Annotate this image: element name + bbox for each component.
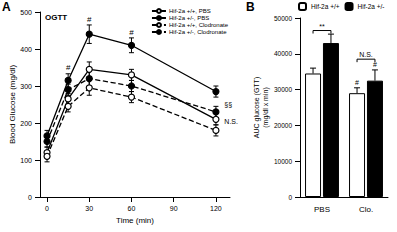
svg-text:0: 0 — [28, 194, 32, 201]
svg-text:90: 90 — [170, 205, 178, 212]
svg-text:A: A — [2, 0, 11, 14]
svg-text:AUC glucose (GTT): AUC glucose (GTT) — [253, 77, 261, 138]
svg-text:50000: 50000 — [274, 15, 292, 22]
svg-text:120: 120 — [210, 205, 222, 212]
svg-text:30: 30 — [85, 205, 93, 212]
svg-text:Hif-2a +/-: Hif-2a +/- — [358, 3, 385, 10]
svg-text:100: 100 — [20, 157, 32, 164]
svg-text:60: 60 — [128, 205, 136, 212]
svg-text:Hif-2a +/-, PBS: Hif-2a +/-, PBS — [169, 15, 209, 21]
svg-text:Blood Glucose (mg/dl): Blood Glucose (mg/dl) — [8, 65, 17, 144]
svg-text:B: B — [246, 0, 255, 14]
svg-text:Hif-2a +/-, Clodronate: Hif-2a +/-, Clodronate — [169, 29, 227, 35]
svg-text:Hif-2a +/+, Clodronate: Hif-2a +/+, Clodronate — [169, 22, 229, 28]
svg-text:#: # — [373, 61, 377, 68]
svg-text:#: # — [66, 63, 71, 72]
svg-text:30000: 30000 — [274, 86, 292, 93]
svg-text:Hif-2a +/+: Hif-2a +/+ — [311, 3, 340, 10]
svg-text:§§: §§ — [224, 101, 232, 108]
svg-text:0: 0 — [45, 205, 49, 212]
svg-text:20000: 20000 — [274, 122, 292, 129]
svg-text:PBS: PBS — [314, 205, 330, 214]
svg-text:OGTT: OGTT — [45, 13, 67, 22]
svg-text:N.S.: N.S. — [224, 118, 238, 125]
svg-text:10000: 10000 — [274, 158, 292, 165]
svg-text:**: ** — [319, 23, 325, 30]
svg-text:N.S.: N.S. — [359, 51, 373, 58]
svg-text:#: # — [129, 28, 134, 37]
svg-text:200: 200 — [20, 120, 32, 127]
svg-text:40000: 40000 — [274, 50, 292, 57]
svg-text:500: 500 — [20, 9, 32, 16]
svg-text:(mg/dl x min): (mg/dl x min) — [262, 87, 270, 127]
svg-text:400: 400 — [20, 46, 32, 53]
svg-text:Time (min): Time (min) — [116, 216, 154, 225]
svg-text:Clo.: Clo. — [359, 205, 373, 214]
svg-text:#: # — [87, 15, 92, 24]
svg-text:0: 0 — [288, 194, 292, 201]
svg-text:#: # — [355, 79, 359, 86]
svg-text:Hif-2a +/+, PBS: Hif-2a +/+, PBS — [169, 8, 211, 14]
svg-text:300: 300 — [20, 83, 32, 90]
